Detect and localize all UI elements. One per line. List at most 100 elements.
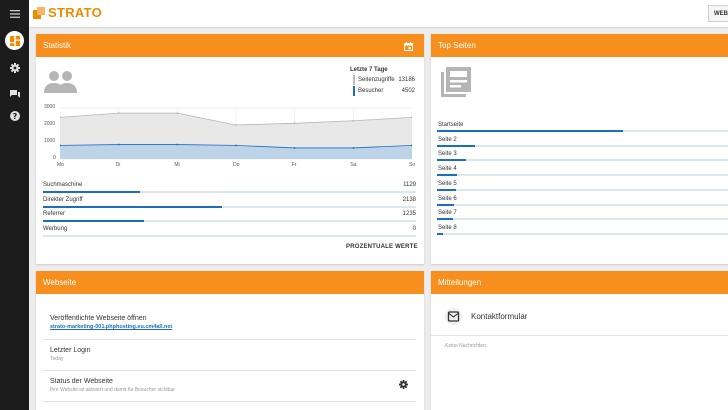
metric-value: 2138	[402, 197, 416, 203]
y-tick: 2000	[44, 121, 56, 127]
website-status-value: Ihre Website ist aktiviert und damit für…	[50, 387, 175, 393]
legend-swatch	[353, 75, 355, 85]
top-page-row: Seite 5	[437, 181, 728, 195]
top-page-bar	[437, 232, 728, 235]
webseite-card: Webseite	[36, 271, 424, 410]
top-seiten-card: Top Seiten	[431, 34, 728, 264]
help-icon[interactable]: ?	[5, 106, 24, 125]
metric-bar-fill	[43, 206, 223, 208]
open-website-label: Veröffentlichte Webseite öffnen	[50, 315, 147, 322]
statistik-header: Statistik	[36, 34, 424, 57]
dashboard-icon[interactable]	[5, 31, 24, 50]
calendar-icon[interactable]	[404, 42, 413, 51]
strato-logo[interactable]: STRATO	[33, 5, 102, 20]
data-point-visitors	[60, 144, 61, 147]
divider	[431, 335, 728, 336]
mitteilungen-title: Mitteilungen	[438, 278, 482, 287]
top-page-bar	[437, 130, 728, 132]
percent-values-button[interactable]: PROZENTUALE WERTE	[346, 244, 418, 250]
top-page-label: Startseite	[438, 122, 464, 128]
top-page-bar	[437, 159, 728, 162]
pages-icon	[441, 67, 471, 97]
metric-label: Direkter Zugriff	[43, 197, 83, 203]
top-page-row: Seite 6	[437, 196, 728, 210]
top-page-row: Seite 2	[437, 137, 728, 151]
top-seiten-title: Top Seiten	[438, 41, 476, 50]
top-page-label: Seite 2	[438, 136, 457, 143]
data-point-visitors	[293, 147, 296, 149]
contact-form-label[interactable]: Kontaktformular	[471, 312, 528, 321]
svg-text:?: ?	[12, 112, 17, 121]
y-tick: 0	[53, 155, 56, 161]
top-page-bar-fill	[437, 174, 458, 177]
menu-icon[interactable]	[5, 4, 24, 23]
top-page-row: Startseite	[437, 122, 728, 136]
x-tick: Fr	[291, 162, 297, 168]
webseite-header: Webseite	[36, 271, 424, 294]
legend-pageviews: Seitenzugriffe 13186	[353, 75, 415, 85]
data-point-pageviews	[411, 116, 412, 119]
legend-value: 4502	[401, 88, 415, 94]
metric-bar	[43, 191, 416, 193]
mitteilungen-card: Mitteilungen	[431, 271, 728, 410]
statistik-title: Statistik	[43, 41, 72, 50]
brand-name: STRATO	[48, 5, 103, 20]
data-point-pageviews	[176, 112, 179, 114]
webseite-title: Webseite	[43, 278, 77, 287]
top-page-bar	[437, 203, 728, 206]
top-page-bar-fill	[437, 218, 453, 221]
top-seiten-header: Top Seiten	[431, 34, 728, 57]
top-page-row: Seite 8	[437, 225, 728, 239]
top-page-label: Seite 8	[438, 224, 457, 231]
metric-value: 0	[412, 226, 416, 232]
strato-logo-icon	[33, 6, 45, 19]
top-page-label: Seite 4	[438, 166, 457, 173]
top-page-label: Seite 5	[438, 180, 457, 187]
contact-form-icon	[445, 308, 462, 325]
y-tick: 1000	[44, 138, 56, 144]
top-page-bar-fill	[437, 159, 467, 162]
last-login-label: Letzter Login	[50, 347, 91, 354]
settings-icon[interactable]	[5, 58, 24, 77]
website-status-row: Status der Webseite Ihre Website ist akt…	[43, 371, 416, 402]
legend-label: Besucher	[358, 88, 384, 94]
x-tick: So	[409, 162, 416, 168]
top-page-bar-fill	[437, 232, 443, 235]
data-point-visitors	[117, 143, 120, 146]
data-point-pageviews	[352, 119, 355, 122]
metric-bar	[43, 235, 416, 237]
top-page-bar	[437, 144, 728, 147]
metric-label: Referrer	[43, 211, 66, 217]
data-point-pageviews	[293, 122, 296, 125]
metric-value: 1235	[402, 211, 416, 217]
metric-row: Werbung 0	[43, 226, 416, 241]
top-page-bar	[437, 188, 728, 191]
metric-label: Suchmaschine	[43, 182, 83, 188]
x-tick: Do	[233, 162, 240, 168]
top-page-label: Seite 6	[438, 195, 457, 202]
no-messages-text: Keine Nachrichten.	[445, 343, 488, 349]
website-url-link[interactable]: strato-marketing-001.phphosting.eu.cm4al…	[50, 324, 173, 330]
open-website-row: Veröffentlichte Webseite öffnen strato-m…	[43, 307, 416, 340]
sidebar: ?	[0, 0, 29, 410]
data-point-visitors	[411, 144, 412, 147]
x-tick: Di	[115, 162, 121, 168]
x-tick: Sa	[350, 162, 357, 168]
website-status-label: Status der Webseite	[50, 378, 113, 385]
top-page-bar-fill	[437, 203, 455, 206]
top-page-label: Seite 3	[438, 151, 457, 158]
website-button[interactable]: WEBSITE	[708, 5, 728, 22]
metric-label: Werbung	[43, 226, 68, 232]
last-login-value: Today	[50, 356, 64, 362]
metric-bar-fill	[43, 220, 144, 222]
legend-visitors: Besucher 4502	[353, 86, 415, 96]
period-label: Letzte 7 Tage	[350, 67, 388, 73]
data-point-visitors	[352, 147, 355, 149]
top-page-row: Seite 7	[437, 210, 728, 224]
messages-icon[interactable]	[5, 85, 24, 104]
metric-row: Suchmaschine 1129	[43, 182, 416, 197]
website-settings-icon[interactable]	[399, 380, 408, 389]
mitteilungen-header: Mitteilungen	[431, 271, 728, 294]
legend-swatch	[353, 86, 355, 96]
y-tick: 3000	[44, 104, 56, 110]
